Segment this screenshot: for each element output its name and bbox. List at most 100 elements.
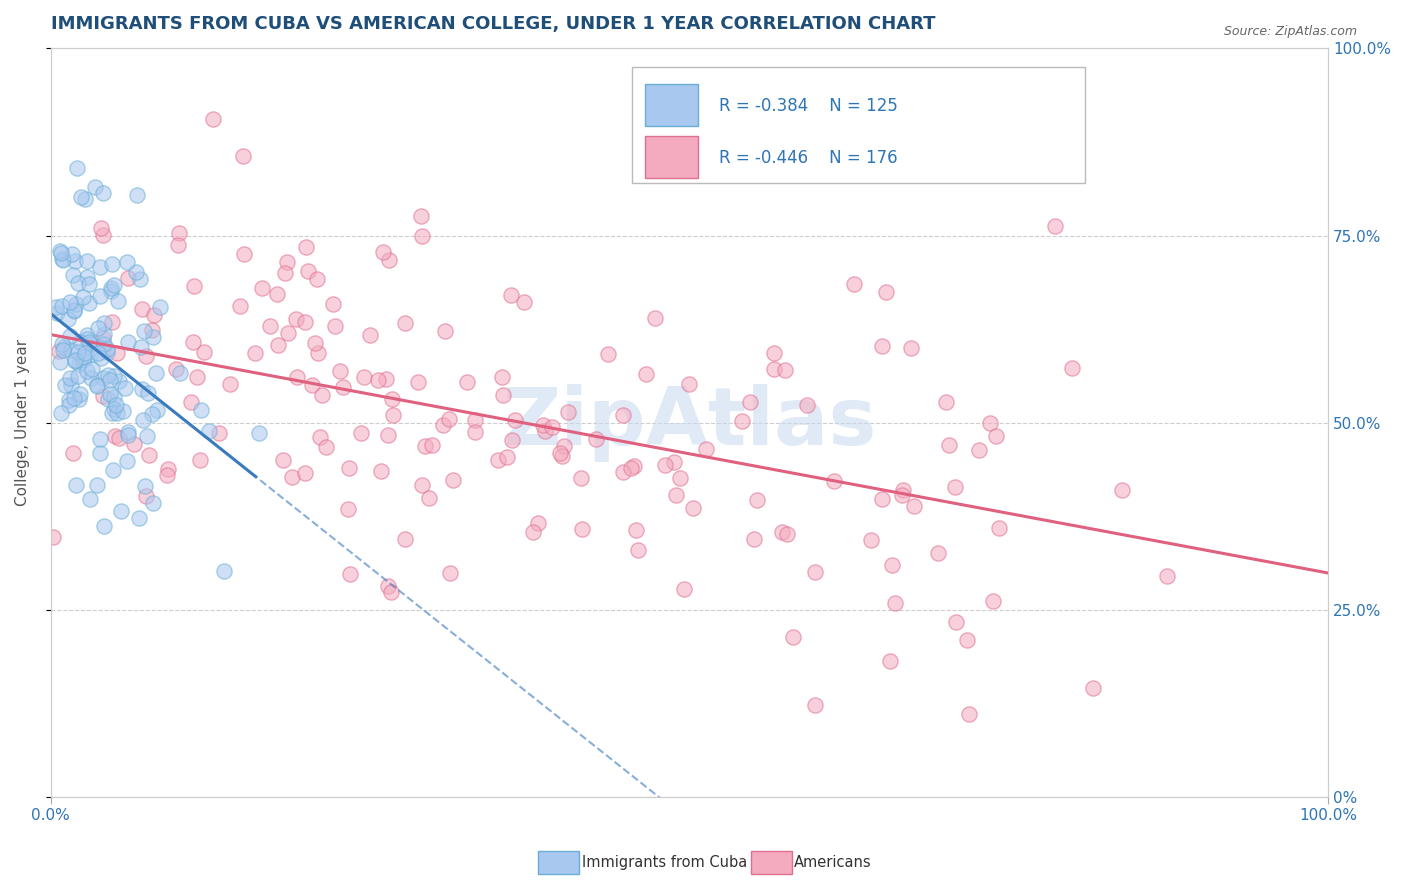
Point bbox=[135, 349, 157, 363]
Point bbox=[135, 489, 157, 503]
Point bbox=[59, 295, 82, 310]
Point bbox=[464, 425, 486, 439]
Point bbox=[1111, 483, 1133, 498]
Point bbox=[65, 353, 87, 368]
Point bbox=[79, 337, 101, 351]
Point bbox=[307, 346, 329, 360]
Point bbox=[103, 369, 125, 384]
Point bbox=[117, 453, 139, 467]
Point bbox=[105, 398, 128, 412]
Point bbox=[103, 277, 125, 292]
Point bbox=[91, 337, 114, 351]
Point bbox=[75, 346, 97, 360]
Point bbox=[146, 403, 169, 417]
Point bbox=[156, 467, 179, 482]
Point bbox=[294, 466, 316, 480]
Point bbox=[100, 281, 122, 295]
Point bbox=[48, 355, 70, 369]
Point bbox=[45, 301, 67, 315]
Point bbox=[571, 522, 593, 536]
Point bbox=[394, 532, 416, 546]
Point bbox=[957, 706, 980, 721]
Point bbox=[193, 344, 215, 359]
Point bbox=[585, 432, 607, 446]
Point bbox=[441, 473, 464, 487]
Point bbox=[673, 582, 696, 597]
Point bbox=[186, 369, 208, 384]
Point bbox=[731, 414, 754, 428]
Point bbox=[406, 375, 429, 389]
Point bbox=[981, 594, 1004, 608]
Point bbox=[138, 385, 160, 400]
Point bbox=[1081, 681, 1104, 696]
Point bbox=[872, 339, 894, 353]
Point bbox=[89, 260, 111, 275]
Point bbox=[1156, 569, 1178, 583]
Point bbox=[97, 392, 120, 407]
Point bbox=[301, 377, 323, 392]
Point bbox=[984, 429, 1007, 443]
Point bbox=[93, 316, 115, 330]
Point bbox=[394, 317, 416, 331]
Point bbox=[890, 488, 912, 502]
Point bbox=[167, 237, 190, 252]
Point bbox=[117, 428, 139, 442]
Point bbox=[149, 301, 172, 315]
Point bbox=[77, 277, 100, 292]
Point bbox=[60, 246, 83, 260]
Point bbox=[82, 361, 104, 376]
Text: R = -0.446    N = 176: R = -0.446 N = 176 bbox=[718, 150, 897, 168]
Point bbox=[259, 318, 281, 333]
Point bbox=[374, 371, 396, 385]
Point bbox=[359, 327, 381, 342]
Point bbox=[100, 406, 122, 420]
Point bbox=[979, 417, 1001, 431]
Point bbox=[142, 496, 165, 510]
Point bbox=[762, 346, 785, 360]
Point bbox=[80, 371, 103, 385]
Point bbox=[773, 363, 796, 377]
Point bbox=[117, 335, 139, 350]
Point bbox=[776, 527, 799, 541]
Point bbox=[967, 443, 990, 458]
Point bbox=[623, 459, 645, 474]
Point bbox=[101, 315, 124, 329]
Point bbox=[332, 380, 354, 394]
Point bbox=[197, 424, 219, 438]
Point bbox=[612, 465, 634, 479]
Point bbox=[844, 277, 866, 291]
Point bbox=[501, 433, 523, 447]
Point bbox=[72, 290, 94, 304]
Point bbox=[91, 371, 114, 385]
Point bbox=[62, 303, 84, 318]
Point bbox=[281, 470, 304, 484]
Point bbox=[125, 265, 148, 279]
Point bbox=[51, 299, 73, 313]
Point bbox=[141, 323, 163, 337]
Point bbox=[943, 479, 966, 493]
Point bbox=[91, 186, 114, 201]
Point bbox=[104, 429, 127, 443]
Point bbox=[329, 364, 352, 378]
Point bbox=[367, 374, 389, 388]
Point bbox=[418, 491, 440, 505]
Point bbox=[96, 342, 118, 356]
Point bbox=[297, 263, 319, 277]
Point bbox=[880, 558, 903, 573]
Point bbox=[668, 471, 690, 485]
Point bbox=[353, 370, 375, 384]
Point bbox=[79, 348, 101, 362]
Point bbox=[112, 404, 135, 418]
Point bbox=[131, 301, 153, 316]
Point bbox=[58, 392, 80, 407]
Point bbox=[79, 492, 101, 507]
Text: R = -0.384    N = 125: R = -0.384 N = 125 bbox=[718, 97, 898, 115]
Point bbox=[100, 257, 122, 271]
Point bbox=[796, 398, 818, 412]
Point bbox=[411, 228, 433, 243]
Point bbox=[770, 524, 793, 539]
Point bbox=[105, 406, 128, 420]
Point bbox=[956, 633, 979, 648]
Point bbox=[665, 488, 688, 502]
Point bbox=[232, 149, 254, 163]
